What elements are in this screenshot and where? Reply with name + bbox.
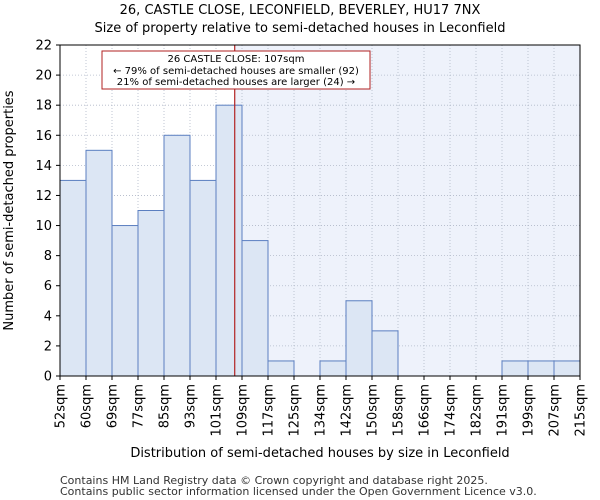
x-tick-label: 77sqm [132,384,147,428]
annotation-frame [101,50,371,90]
chart-subtitle: Size of property relative to semi-detach… [94,21,506,36]
larger-region-shading [234,45,580,376]
bar [137,210,165,377]
annotation-line-1: 26 CASTLE CLOSE: 107sqm [168,54,305,65]
bar [527,360,555,377]
annotation-line-2: ← 79% of semi-detached houses are smalle… [113,66,359,77]
y-tick-label: 18 [35,99,52,114]
x-tick-label: 85sqm [158,384,173,428]
bar [553,360,581,377]
x-tick-label: 150sqm [366,384,381,437]
y-tick-label: 4 [44,309,52,324]
y-tick-label: 10 [35,219,52,234]
x-tick-label: 182sqm [470,384,485,437]
x-tick-labels: 52sqm 60sqm 69sqm 77sqm 85sqm 93sqm 101sqm 109s… [54,376,589,437]
chart-title: 26, CASTLE CLOSE, LECONFIELD, BEVERLEY, … [119,3,481,18]
bar [319,360,347,377]
x-tick-label: 166sqm [418,384,433,437]
x-tick-label: 215sqm [574,384,589,437]
y-tick-label: 12 [35,189,52,204]
y-tick-label: 8 [44,249,52,264]
footer-copyright: Contains HM Land Registry data © Crown c… [60,474,488,487]
x-tick-label: 52sqm [54,384,69,428]
bar [267,360,295,377]
annotation-box: 26 CASTLE CLOSE: 107sqm ← 79% of semi-de… [101,50,371,90]
footer-licence: Contains public sector information licen… [60,485,537,498]
y-tick-label: 0 [44,370,52,385]
x-tick-label: 69sqm [106,384,121,428]
y-tick-label: 2 [44,339,52,354]
bar [111,225,139,377]
x-tick-label: 60sqm [80,384,95,428]
y-tick-labels: 0 2 4 6 8 10 12 14 16 18 20 22 [35,39,60,385]
bar [189,179,217,377]
x-tick-label: 199sqm [522,384,537,437]
x-tick-label: 158sqm [392,384,407,437]
bar [501,360,529,377]
x-tick-label: 142sqm [340,384,355,437]
x-tick-label: 207sqm [548,384,563,437]
bars [59,104,581,377]
x-tick-label: 125sqm [288,384,303,437]
bar [59,179,87,377]
bar [85,149,113,377]
y-tick-label: 14 [35,159,52,174]
x-tick-label: 191sqm [496,384,511,437]
bar [163,134,191,377]
bar [215,104,243,377]
x-tick-label: 117sqm [262,384,277,437]
y-tick-label: 6 [44,279,52,294]
x-tick-label: 101sqm [210,384,225,437]
x-tick-label: 93sqm [184,384,199,428]
x-tick-label: 174sqm [444,384,459,437]
x-tick-label: 134sqm [314,384,329,437]
y-tick-label: 22 [35,39,52,54]
y-axis-label: Number of semi-detached properties [2,90,17,330]
bar [371,330,399,377]
x-tick-label: 109sqm [236,384,251,437]
y-tick-label: 20 [35,69,52,84]
bar [241,240,269,377]
bar [345,300,373,377]
annotation-line-3: 21% of semi-detached houses are larger (… [117,77,355,88]
x-axis-label: Distribution of semi-detached houses by … [130,446,509,461]
y-tick-label: 16 [35,129,52,144]
